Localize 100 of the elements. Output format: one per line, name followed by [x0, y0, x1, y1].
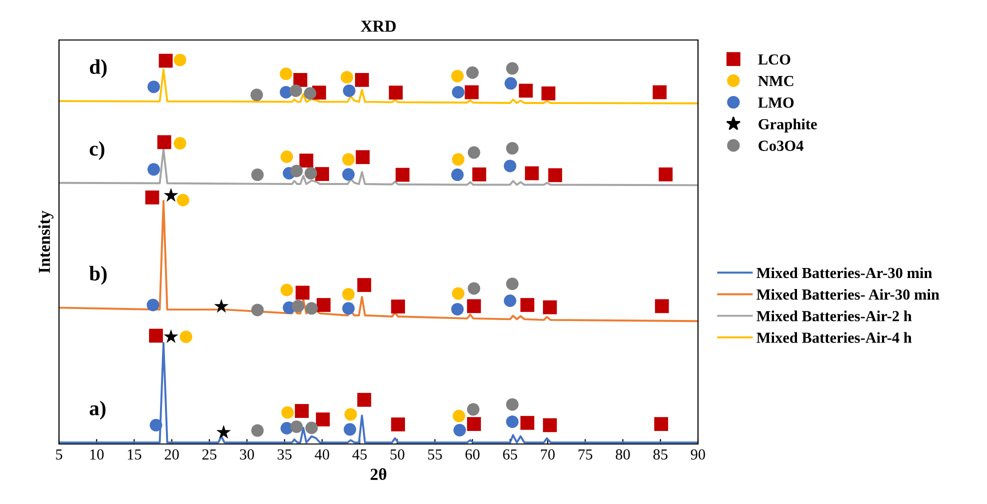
- point: [396, 168, 410, 182]
- point: [520, 298, 534, 312]
- point: [145, 190, 160, 204]
- point: [467, 417, 481, 431]
- chart-title: XRD: [360, 20, 396, 32]
- point: [451, 70, 464, 82]
- point: [468, 282, 480, 295]
- x-tick-label: 90: [690, 449, 706, 460]
- legend-label: Co3O4: [758, 140, 804, 151]
- point: [391, 417, 405, 432]
- point: [452, 153, 464, 166]
- point: [158, 54, 173, 68]
- point: [315, 167, 330, 181]
- point: [542, 300, 557, 314]
- point: [316, 298, 331, 312]
- point: [251, 304, 264, 316]
- point: [506, 398, 519, 411]
- legend-label: NMC: [758, 76, 794, 86]
- point: [504, 77, 518, 90]
- point: [164, 329, 178, 344]
- point: [251, 168, 264, 182]
- point: [342, 84, 356, 97]
- x-tick-label: 25: [202, 449, 216, 460]
- point: [356, 150, 370, 164]
- point: [506, 142, 519, 155]
- point: [304, 87, 316, 100]
- point: [299, 154, 314, 168]
- x-tick-label: 15: [128, 449, 142, 460]
- point: [180, 330, 192, 344]
- point: [150, 418, 162, 432]
- point: [464, 85, 479, 100]
- point: [468, 146, 480, 159]
- point: [146, 298, 160, 312]
- point: [305, 422, 318, 434]
- point: [357, 278, 372, 292]
- point: [294, 404, 309, 418]
- point: [654, 417, 668, 431]
- point: [164, 188, 178, 202]
- point: [293, 72, 308, 87]
- point: [472, 167, 486, 182]
- point: [176, 194, 190, 206]
- point: [467, 299, 481, 314]
- point: [451, 168, 464, 182]
- point: [280, 284, 294, 296]
- y-axis-title: Intensity: [38, 210, 54, 273]
- point: [548, 168, 562, 182]
- x-tick-label: 20: [164, 449, 179, 460]
- point: [305, 302, 318, 315]
- point: [466, 66, 479, 79]
- point: [504, 160, 516, 172]
- x-tick-label: 75: [578, 449, 592, 460]
- point: [451, 302, 464, 316]
- legend-label: Mixed Batteries-Air-2 h: [756, 310, 912, 322]
- point: [280, 68, 292, 80]
- point: [290, 164, 303, 178]
- point: [216, 424, 231, 439]
- point: [157, 135, 172, 150]
- point: [506, 62, 519, 75]
- point: [280, 150, 294, 163]
- point: [304, 167, 318, 180]
- legend-label: LCO: [758, 54, 790, 65]
- point: [541, 86, 556, 100]
- point: [652, 85, 667, 100]
- point: [147, 80, 160, 94]
- point: [658, 167, 673, 182]
- annotation: b): [89, 266, 107, 285]
- annotation: a): [90, 400, 106, 420]
- point: [296, 286, 310, 300]
- point: [340, 71, 354, 84]
- x-tick-label: 85: [653, 449, 668, 460]
- x-tick-label: 35: [278, 449, 292, 460]
- point: [290, 420, 303, 433]
- point: [452, 410, 466, 422]
- legend-label: Mixed Batteries-Air-4 h: [756, 332, 912, 343]
- annotation: c): [90, 141, 104, 160]
- point: [251, 424, 264, 437]
- x-tick-label: 65: [503, 449, 518, 460]
- point: [174, 54, 186, 66]
- legend-label: Mixed Batteries- Air-30 min: [756, 288, 940, 300]
- x-tick-label: 70: [541, 449, 555, 460]
- x-tick-label: 10: [90, 449, 104, 460]
- point: [654, 299, 669, 314]
- point: [520, 416, 534, 430]
- point: [466, 403, 480, 416]
- point: [506, 415, 519, 428]
- point: [342, 168, 355, 181]
- point: [388, 86, 403, 100]
- point: [452, 287, 464, 300]
- point: [342, 288, 355, 300]
- x-tick-label: 40: [314, 449, 330, 460]
- point: [290, 84, 302, 97]
- x-tick-label: 80: [616, 449, 630, 460]
- point: [452, 86, 464, 98]
- x-tick-label: 5: [56, 449, 62, 460]
- point: [292, 300, 304, 312]
- point: [391, 300, 405, 314]
- point: [506, 278, 519, 290]
- x-tick-label: 50: [390, 449, 404, 460]
- point: [357, 392, 372, 407]
- x-tick-label: 60: [465, 449, 480, 460]
